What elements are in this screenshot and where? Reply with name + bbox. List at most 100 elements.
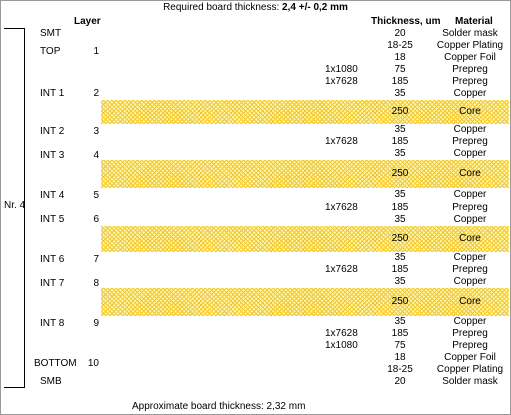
thickness-value-8: 185 (391, 136, 409, 147)
layer-number-2: 2 (93, 88, 99, 99)
material-label-13: Copper (453, 214, 487, 225)
layer-number-3: 3 (93, 126, 99, 137)
thickness-value-12: 185 (391, 202, 409, 213)
core-layer-18 (101, 288, 509, 316)
layer-number-1: 1 (93, 46, 99, 57)
thickness-value-1: 18-25 (387, 40, 413, 51)
layer-name-4: INT 3 (40, 150, 65, 161)
layer-name-2: INT 1 (40, 88, 65, 99)
layer-name-7: INT 6 (40, 254, 65, 265)
layer-group-label: Nr. 4 (4, 200, 26, 211)
material-label-0: Solder mask (442, 28, 498, 39)
copper-layer-23 (101, 364, 321, 376)
thickness-value-9: 35 (394, 148, 406, 159)
approximate-thickness: Approximate board thickness: 2,32 mm (132, 401, 306, 412)
header-layer: Layer (74, 16, 101, 27)
thickness-value-3: 75 (394, 64, 406, 75)
required-thickness-value: 2,4 +/- 0,2 mm (282, 2, 348, 13)
material-label-12: Prepreg (452, 202, 488, 213)
copper-layer-2 (101, 52, 321, 64)
material-label-10: Core (459, 168, 481, 179)
material-label-16: Prepreg (452, 264, 488, 275)
material-label-14: Core (459, 233, 481, 244)
layer-name-9: INT 8 (40, 318, 65, 329)
prepreg-layer-21 (101, 340, 321, 352)
layer-name-0: SMT (40, 28, 62, 39)
thickness-value-15: 35 (394, 252, 406, 263)
material-label-3: Prepreg (452, 64, 488, 75)
thickness-value-22: 18 (394, 352, 406, 363)
mask-layer-24 (101, 376, 321, 388)
copper-layer-19 (101, 316, 321, 328)
layer-name-1: TOP (40, 46, 61, 57)
layer-number-7: 7 (93, 254, 99, 265)
copper-layer-1 (101, 40, 321, 52)
material-label-6: Core (459, 106, 481, 117)
thickness-value-6: 250 (391, 106, 409, 117)
thickness-value-0: 20 (394, 28, 406, 39)
material-label-17: Copper (453, 276, 487, 287)
material-label-9: Copper (453, 148, 487, 159)
material-label-7: Copper (453, 124, 487, 135)
required-thickness: Required board thickness: 2,4 +/- 0,2 mm (0, 2, 511, 14)
prepreg-layer-8 (101, 136, 321, 148)
material-label-24: Solder mask (442, 376, 498, 387)
prepreg-layer-4 (101, 76, 321, 88)
copper-layer-17 (101, 276, 321, 288)
layer-name-5: INT 4 (40, 190, 65, 201)
header-material: Material (455, 16, 493, 27)
material-label-23: Copper Plating (436, 364, 504, 375)
thickness-value-17: 35 (394, 276, 406, 287)
material-label-19: Copper (453, 316, 487, 327)
material-label-2: Copper Foil (444, 52, 496, 63)
header-thickness: Thickness, um (371, 16, 441, 27)
material-label-15: Copper (453, 252, 487, 263)
copper-layer-15 (101, 252, 321, 264)
copper-layer-22 (101, 352, 321, 364)
layer-group-bracket (4, 28, 25, 388)
material-label-1: Copper Plating (436, 40, 504, 51)
copper-layer-11 (101, 188, 321, 202)
copper-layer-13 (101, 214, 321, 226)
material-label-21: Prepreg (452, 340, 488, 351)
layer-number-6: 6 (93, 214, 99, 225)
required-thickness-label: Required board thickness: (163, 2, 283, 13)
layer-name-10: BOTTOM (34, 358, 77, 369)
prepreg-layer-20 (101, 328, 321, 340)
glass-style-4: 1x7628 (325, 76, 358, 87)
material-label-5: Copper (453, 88, 487, 99)
layer-name-6: INT 5 (40, 214, 65, 225)
layer-number-4: 4 (93, 150, 99, 161)
layer-number-10: 10 (87, 358, 99, 369)
layer-number-9: 9 (93, 318, 99, 329)
copper-layer-5 (101, 88, 321, 100)
thickness-value-18: 250 (391, 296, 409, 307)
material-label-20: Prepreg (452, 328, 488, 339)
thickness-value-4: 185 (391, 76, 409, 87)
thickness-value-16: 185 (391, 264, 409, 275)
material-label-18: Core (459, 296, 481, 307)
thickness-value-23: 18-25 (387, 364, 413, 375)
layer-number-8: 8 (93, 278, 99, 289)
glass-style-21: 1x1080 (325, 340, 358, 351)
copper-layer-7 (101, 124, 321, 136)
material-label-22: Copper Foil (444, 352, 496, 363)
core-layer-14 (101, 226, 509, 252)
prepreg-layer-3 (101, 64, 321, 76)
layer-name-11: SMB (40, 376, 62, 387)
thickness-value-7: 35 (394, 124, 406, 135)
thickness-value-11: 35 (394, 189, 406, 200)
core-layer-6 (101, 100, 509, 124)
thickness-value-20: 185 (391, 328, 409, 339)
layer-name-3: INT 2 (40, 126, 65, 137)
prepreg-layer-12 (101, 202, 321, 214)
thickness-value-13: 35 (394, 214, 406, 225)
thickness-value-14: 250 (391, 233, 409, 244)
thickness-value-10: 250 (391, 168, 409, 179)
material-label-11: Copper (453, 189, 487, 200)
glass-style-20: 1x7628 (325, 328, 358, 339)
thickness-value-21: 75 (394, 340, 406, 351)
material-label-4: Prepreg (452, 76, 488, 87)
thickness-value-5: 35 (394, 88, 406, 99)
core-layer-10 (101, 160, 509, 188)
